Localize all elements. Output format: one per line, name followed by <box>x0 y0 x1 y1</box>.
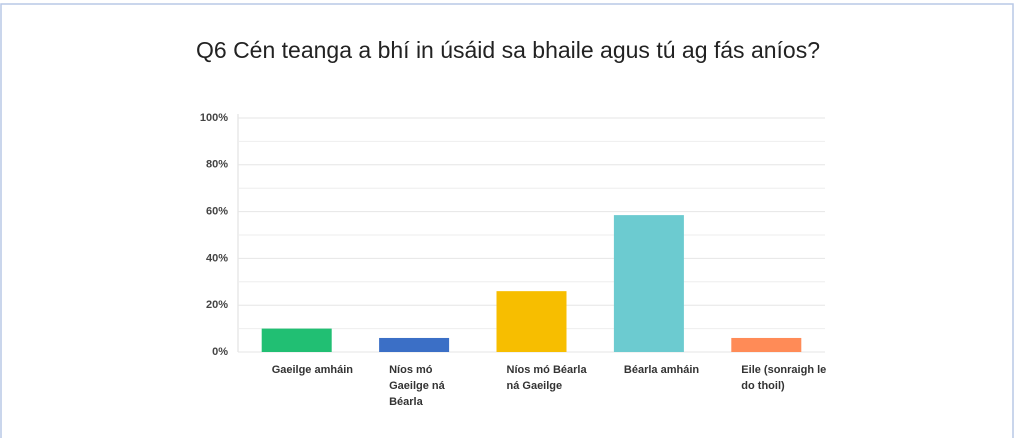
x-tick-label: Níos mó Béarla ná Gaeilge <box>506 364 587 392</box>
frame <box>0 3 1014 438</box>
bar <box>613 215 684 352</box>
y-tick-label: 40% <box>206 252 228 264</box>
bar <box>496 291 567 352</box>
bar <box>379 337 450 352</box>
y-tick-label: 0% <box>212 346 228 358</box>
y-tick-label: 100% <box>200 112 228 124</box>
bar <box>731 337 802 352</box>
x-tick-label: Níos mó Gaeilge ná Béarla <box>389 364 445 408</box>
y-tick-label: 20% <box>206 299 228 311</box>
chart-title: Q6 Cén teanga a bhí in úsáid sa bhaile a… <box>196 37 820 63</box>
x-tick-label: Béarla amháin <box>623 364 700 376</box>
y-tick-label: 60% <box>206 206 228 218</box>
bar <box>261 328 332 352</box>
x-tick-label: Gaeilge amháin <box>271 364 353 376</box>
x-tick-label: Eile (sonraigh le do thoil) <box>741 364 827 392</box>
y-tick-label: 80% <box>206 159 228 171</box>
